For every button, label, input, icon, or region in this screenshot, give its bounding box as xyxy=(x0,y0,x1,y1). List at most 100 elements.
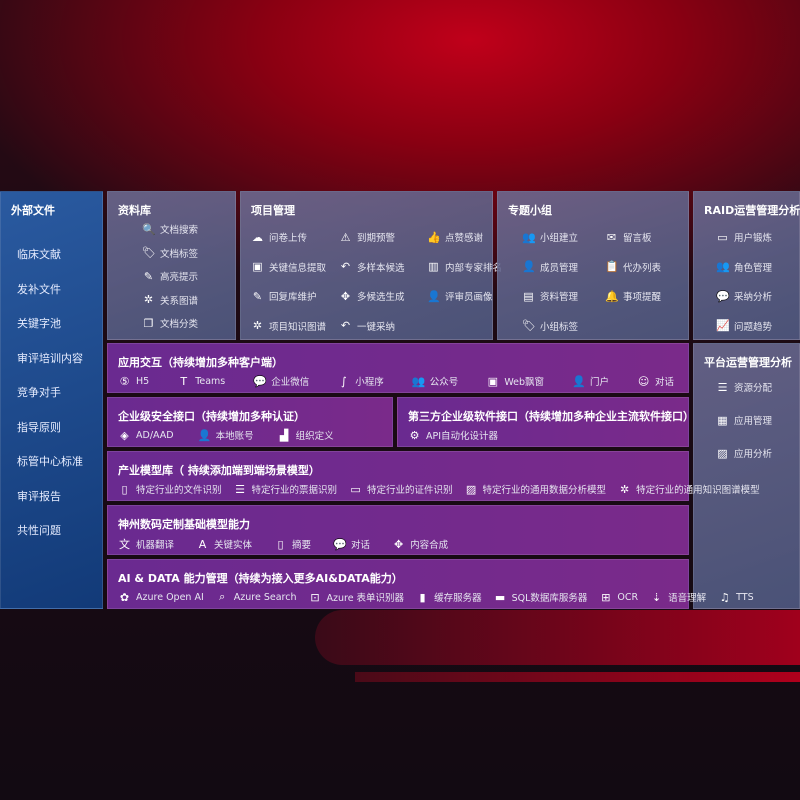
podium-icon: ▥ xyxy=(428,260,439,273)
feature-item[interactable]: ✲ 项目知识图谱 xyxy=(251,319,326,333)
tag-icon: 🏷 xyxy=(142,246,156,259)
sidebar-item[interactable]: 标管中心标准 xyxy=(17,455,83,468)
group-panel: 专题小组 👥 小组建立 ✉ 留言板 👤 成员管理 📋 代办列表 ▤ 资料管理 🔔 事项提醒 🏷 小组标签 xyxy=(497,191,689,340)
feature-item[interactable]: 👤 成员管理 xyxy=(522,260,578,274)
feature-item[interactable]: ✲ 关系图谱 xyxy=(142,293,198,307)
feature-item[interactable]: ∫ 小程序 xyxy=(337,374,384,389)
users-icon: 👥 xyxy=(522,230,536,244)
form-icon: ⊡ xyxy=(310,590,320,604)
feature-item[interactable]: ▯ 特定行业的文件识别 xyxy=(118,482,221,497)
feature-item[interactable]: 📋 代办列表 xyxy=(605,260,661,274)
feature-label: API自动化设计器 xyxy=(426,431,499,442)
feature-label: 机器翻译 xyxy=(136,540,175,551)
feature-item[interactable]: ✥ 多候选生成 xyxy=(339,289,405,304)
file-icon: ▯ xyxy=(121,482,128,496)
feature-item[interactable]: ▥ 内部专家排名 xyxy=(427,260,502,274)
feature-item[interactable]: ▦ 应用管理 xyxy=(716,413,772,428)
sidebar-item[interactable]: 竞争对手 xyxy=(17,386,61,399)
security-panel: 企业级安全接口（持续增加多种认证） ◈ AD/AAD 👤 本地账号 ▟ 组织定义 xyxy=(107,397,393,447)
feature-item[interactable]: ✥ 内容合成 xyxy=(392,537,448,552)
feature-item[interactable]: ⑤ H5 xyxy=(118,375,150,388)
search-doc-icon: ⌕ xyxy=(219,590,226,603)
feature-item[interactable]: ☺ 对话 xyxy=(637,374,675,389)
sidebar-item[interactable]: 临床文献 xyxy=(17,248,61,261)
feature-label: 问卷上传 xyxy=(269,233,308,244)
feature-item[interactable]: ☰ 特定行业的票据识别 xyxy=(234,482,337,497)
chart-icon: ▨ xyxy=(465,482,477,496)
graph-icon: ✲ xyxy=(619,482,630,496)
feature-item[interactable]: ▭ 用户锻炼 xyxy=(716,230,772,245)
feature-item[interactable]: 🏷 小组标签 xyxy=(522,319,578,333)
sidebar-item[interactable]: 审评培训内容 xyxy=(17,351,83,365)
feature-item[interactable]: 🏷 文档标签 xyxy=(142,246,198,260)
sidebar-item[interactable]: 审评报告 xyxy=(17,489,61,503)
feature-label: 项目知识图谱 xyxy=(269,321,327,333)
feature-item[interactable]: 👥 小组建立 xyxy=(522,230,578,245)
feature-item[interactable]: ↶ 多样本候选 xyxy=(339,260,405,274)
feature-item[interactable]: ⌕ Azure Search xyxy=(216,590,296,604)
sidebar-item[interactable]: 关键字池 xyxy=(17,317,61,330)
item-row: 文机器翻译 A 关键实体 ▯ 摘要 💬 对话 ✥ 内容合成 xyxy=(118,536,448,552)
sidebar-item[interactable]: 共性问题 xyxy=(17,524,61,537)
feature-item[interactable]: ♫ TTS xyxy=(718,591,754,604)
feature-item[interactable]: ▣ Web飘窗 xyxy=(486,374,544,389)
feature-item[interactable]: ▬ SQL数据库服务器 xyxy=(494,590,588,605)
feature-item[interactable]: ☁ 问卷上传 xyxy=(251,230,308,245)
feature-item[interactable]: 👤 评审员画像 xyxy=(427,289,493,304)
feature-item[interactable]: 👤 门户 xyxy=(572,374,609,389)
translate-icon: 文 xyxy=(119,538,130,551)
feature-label: 关键信息提取 xyxy=(269,262,327,274)
feature-item[interactable]: ✎ 高亮提示 xyxy=(142,269,198,284)
feature-item[interactable]: ▤ 资料管理 xyxy=(522,289,578,304)
feature-item[interactable]: T Teams xyxy=(177,375,225,388)
feature-label: 特定行业的通用知识图谱模型 xyxy=(636,485,760,496)
feature-label: AD/AAD xyxy=(136,429,174,441)
clipboard-icon: 📋 xyxy=(605,260,619,273)
feature-item[interactable]: 文机器翻译 xyxy=(118,536,174,552)
feature-item[interactable]: ▯ 摘要 xyxy=(274,537,312,552)
feature-label: 代办列表 xyxy=(623,262,662,274)
feature-item[interactable]: ✉ 留言板 xyxy=(605,230,652,245)
feature-label: 到期预警 xyxy=(357,233,396,244)
feature-item[interactable]: 💬 企业微信 xyxy=(253,374,309,389)
feature-item[interactable]: 💬 对话 xyxy=(333,537,370,552)
feature-item[interactable]: ⚙ API自动化设计器 xyxy=(408,428,499,443)
feature-item[interactable]: ❐ 文档分类 xyxy=(142,316,198,331)
feature-item[interactable]: 🔍 文档搜索 xyxy=(142,222,198,237)
sidebar-item[interactable]: 发补文件 xyxy=(17,282,61,296)
feature-label: 留言板 xyxy=(623,233,652,244)
feature-item[interactable]: ↶ 一键采纳 xyxy=(339,319,395,333)
feature-item[interactable]: ☰ 资源分配 xyxy=(716,380,772,395)
feature-label: 对话 xyxy=(655,377,675,388)
feature-item[interactable]: 👍 点赞感谢 xyxy=(427,230,483,245)
item-row: ▯ 特定行业的文件识别 ☰ 特定行业的票据识别 ▭ 特定行业的证件识别 ▨ 特定行业的通用数据… xyxy=(118,482,760,497)
feature-label: OCR xyxy=(617,591,639,603)
feature-label: 采纳分析 xyxy=(734,292,773,303)
feature-item[interactable]: ⚠ 到期预警 xyxy=(339,230,396,245)
feature-item[interactable]: 📈 问题趋势 xyxy=(716,319,772,333)
feature-item[interactable]: 💬 采纳分析 xyxy=(716,289,773,304)
feature-item[interactable]: ✿ Azure Open AI xyxy=(118,591,204,604)
feature-item[interactable]: ⊞ OCR xyxy=(599,591,638,604)
feature-item[interactable]: 👥 公众号 xyxy=(412,374,459,389)
feature-item[interactable]: ▨ 应用分析 xyxy=(716,446,772,461)
feature-item[interactable]: 👥 角色管理 xyxy=(716,260,772,274)
feature-item[interactable]: ✎ 回复库维护 xyxy=(251,289,317,304)
panel-title: 第三方企业级软件接口（持续增加多种企业主流软件接口） xyxy=(408,410,694,423)
ai-data-panel: AI & DATA 能力管理（持续为接入更多AI&DATA能力） ✿ Azure O… xyxy=(107,559,754,609)
receipt-icon: ☰ xyxy=(235,482,245,496)
feature-item[interactable]: 🔔 事项提醒 xyxy=(605,289,661,304)
feature-item[interactable]: ▣ 关键信息提取 xyxy=(251,260,326,274)
feature-item[interactable]: ▭ 特定行业的证件识别 xyxy=(349,482,452,497)
feature-item[interactable]: A 关键实体 xyxy=(196,537,252,552)
feature-item[interactable]: ▮ 缓存服务器 xyxy=(416,590,482,605)
feature-item[interactable]: 👤 本地账号 xyxy=(198,428,254,443)
feature-label: 成员管理 xyxy=(540,262,579,274)
feature-item[interactable]: ▟ 组织定义 xyxy=(278,428,334,443)
feature-item[interactable]: ▨ 特定行业的通用数据分析模型 xyxy=(465,482,606,497)
sidebar-item[interactable]: 指导原则 xyxy=(17,420,61,434)
feature-item[interactable]: ⊡ Azure 表单识别器 xyxy=(308,590,404,605)
feature-item[interactable]: ◈ AD/AAD xyxy=(118,429,174,442)
feature-item[interactable]: ⇣ 语音理解 xyxy=(650,590,706,605)
feature-item[interactable]: ✲ 特定行业的通用知识图谱模型 xyxy=(618,482,760,497)
